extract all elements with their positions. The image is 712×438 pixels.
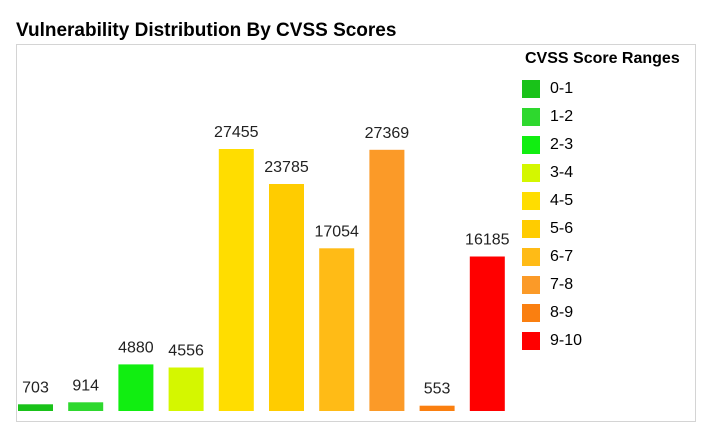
legend-item-7-8: 7-8 [522,271,680,299]
legend-swatch [522,332,540,350]
legend-swatch [522,136,540,154]
legend-label: 4-5 [550,192,574,209]
legend-swatch [522,304,540,322]
value-label-7-8: 27369 [365,125,410,142]
value-label-4-5: 27455 [214,124,259,141]
value-label-5-6: 23785 [264,159,309,176]
legend-item-8-9: 8-9 [522,299,680,327]
legend-item-9-10: 9-10 [522,327,680,355]
legend-item-2-3: 2-3 [522,131,680,159]
legend-swatch [522,80,540,98]
legend-title: CVSS Score Ranges [525,50,680,67]
legend-swatch [522,220,540,238]
legend-swatch [522,108,540,126]
chart-frame [16,44,696,422]
legend-swatch [522,164,540,182]
legend-item-1-2: 1-2 [522,103,680,131]
legend-label: 0-1 [550,80,574,97]
legend-item-0-1: 0-1 [522,75,680,103]
legend-item-6-7: 6-7 [522,243,680,271]
legend-swatch [522,192,540,210]
value-label-9-10: 16185 [465,232,510,249]
bar-0-1 [18,404,53,411]
legend-label: 7-8 [550,276,574,293]
value-label-0-1: 703 [22,379,49,396]
legend-item-4-5: 4-5 [522,187,680,215]
value-label-8-9: 553 [424,381,451,398]
legend-swatch [522,276,540,294]
value-label-2-3: 4880 [118,339,154,356]
legend-swatch [522,248,540,266]
bar-4-5 [218,149,254,411]
legend-label: 6-7 [550,248,574,265]
legend-item-3-4: 3-4 [522,159,680,187]
legend-label: 2-3 [550,136,574,153]
legend-label: 1-2 [550,108,574,125]
bar-9-10 [469,256,505,411]
bar-1-2 [68,402,104,411]
value-label-1-2: 914 [72,377,99,394]
legend-label: 3-4 [550,164,574,181]
bar-2-3 [118,364,154,411]
bar-8-9 [419,405,455,411]
value-label-3-4: 4556 [168,343,204,360]
legend: CVSS Score Ranges 0-1 1-2 2-3 3-4 4-5 5-6 6-7 7… [522,50,680,355]
bar-3-4 [168,367,204,411]
legend-label: 9-10 [550,332,583,349]
value-label-6-7: 17054 [314,223,359,240]
legend-item-5-6: 5-6 [522,215,680,243]
bar-6-7 [319,248,355,411]
bar-7-8 [369,149,405,412]
bar-5-6 [269,184,304,411]
chart-title: Vulnerability Distribution By CVSS Score… [16,20,397,41]
legend-label: 5-6 [550,220,574,237]
legend-label: 8-9 [550,304,574,321]
legend-items: 0-1 1-2 2-3 3-4 4-5 5-6 6-7 7-8 8-9 9-10 [522,75,680,355]
